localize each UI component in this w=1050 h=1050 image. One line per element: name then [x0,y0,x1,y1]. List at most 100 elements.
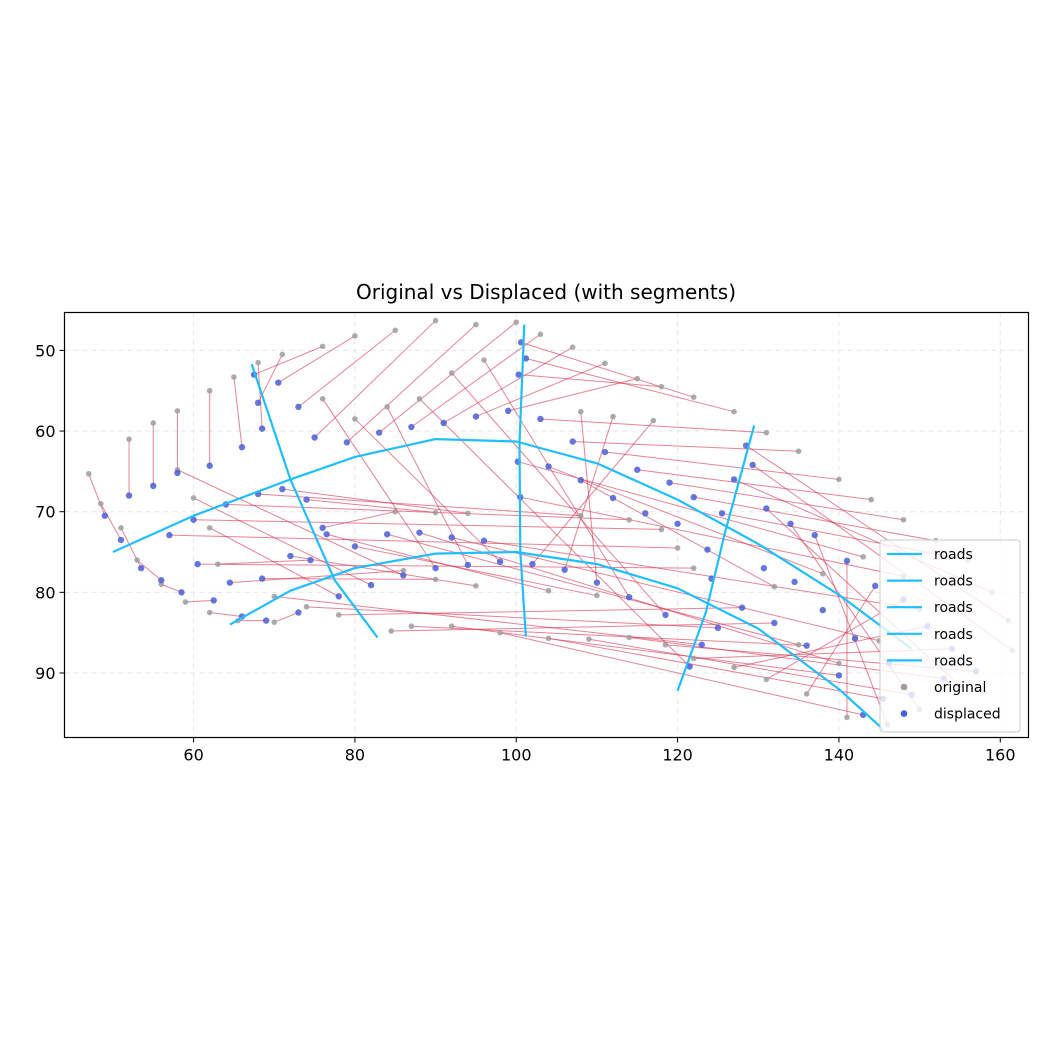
displaced-point [226,579,234,586]
displaced-point [432,564,439,572]
original-point [836,660,842,667]
displaced-point [137,564,145,572]
original-point [795,641,802,648]
displaced-point [367,581,375,589]
original-point [602,360,608,367]
original-point [432,509,439,516]
original-point [206,387,213,394]
displaced-point [323,531,330,538]
original-point [819,570,826,577]
road-line [229,550,885,731]
displaced-point [416,529,423,536]
displacement-segment [136,559,162,581]
original-point [319,395,326,402]
displacement-segment [209,612,243,618]
displaced-point [125,492,133,499]
displaced-point [662,611,669,619]
original-point [650,417,657,424]
displacement-segment [378,321,517,434]
displaced-point [763,505,770,512]
original-point [577,512,584,519]
y-tick-label: 60 [35,422,55,441]
displaced-point [206,462,213,469]
displaced-point [569,438,576,445]
displacement-segment [169,534,678,549]
displaced-point [375,429,383,436]
original-point [577,408,584,415]
x-tick-label: 80 [345,746,365,765]
original-point [98,500,104,507]
displacement-segment [604,451,839,480]
displacement-segment [282,488,468,514]
displaced-point [174,469,181,477]
displaced-point [343,439,351,446]
displaced-point [238,443,246,451]
displaced-point [464,561,472,569]
original-point [448,370,455,376]
displacement-segment [193,497,372,586]
original-point [174,408,181,414]
legend-label: roads [934,574,973,590]
displaced-point [634,466,641,473]
displacement-segment [225,503,630,521]
original-point [626,634,632,641]
displaced-point [522,355,530,362]
displaced-point [307,556,314,564]
displaced-point [472,413,480,420]
displaced-point [504,407,512,415]
legend-marker-swatch [900,710,908,717]
road-line [518,324,527,637]
legend-label: original [934,680,986,696]
displacement-segment [520,496,904,577]
displaced-point [577,477,584,484]
displacement-segment [564,416,614,570]
displacement-segment [290,555,476,587]
original-point [690,565,697,571]
displacement-segment [233,376,243,448]
displaced-point [150,482,157,490]
displacement-segment [419,398,691,667]
displacement-segment [306,606,718,629]
displaced-point [440,419,447,427]
displacement-segment [177,469,404,576]
original-point [416,395,423,402]
y-tick-label: 90 [35,664,55,683]
original-point [658,526,665,533]
displaced-point [101,512,109,519]
original-point [118,525,124,531]
plot-area-frame [63,311,1030,739]
original-point [634,375,641,382]
displacement-segment [274,612,299,623]
displacement-segment [483,540,920,610]
original-point [473,321,479,328]
original-point [400,567,407,574]
displaced-point [714,624,722,632]
displacement-segment [548,637,884,700]
displaced-point [561,566,568,573]
original-point [231,374,237,380]
original-point [844,714,850,721]
displaced-point [625,593,633,601]
original-points [85,317,1016,728]
displaced-point [258,575,266,582]
original-point [537,331,544,338]
original-point [610,413,616,420]
displacement-segment [669,482,904,521]
displaced-point [686,663,693,670]
axis-ticks: 60 80 100 120 140 160 50 60 70 80 90 [35,341,1015,764]
original-point [465,510,471,517]
original-point [868,496,874,503]
x-tick-label: 120 [662,746,693,765]
y-tick-label: 70 [35,503,55,522]
displaced-point [400,572,407,579]
displaced-point [738,604,746,611]
displaced-points [101,339,980,719]
displacement-segment [298,329,396,408]
displaced-point [319,524,326,532]
original-point [763,429,770,436]
original-point [335,612,342,618]
original-point [150,420,157,426]
original-point [432,317,439,324]
original-point [900,516,907,523]
